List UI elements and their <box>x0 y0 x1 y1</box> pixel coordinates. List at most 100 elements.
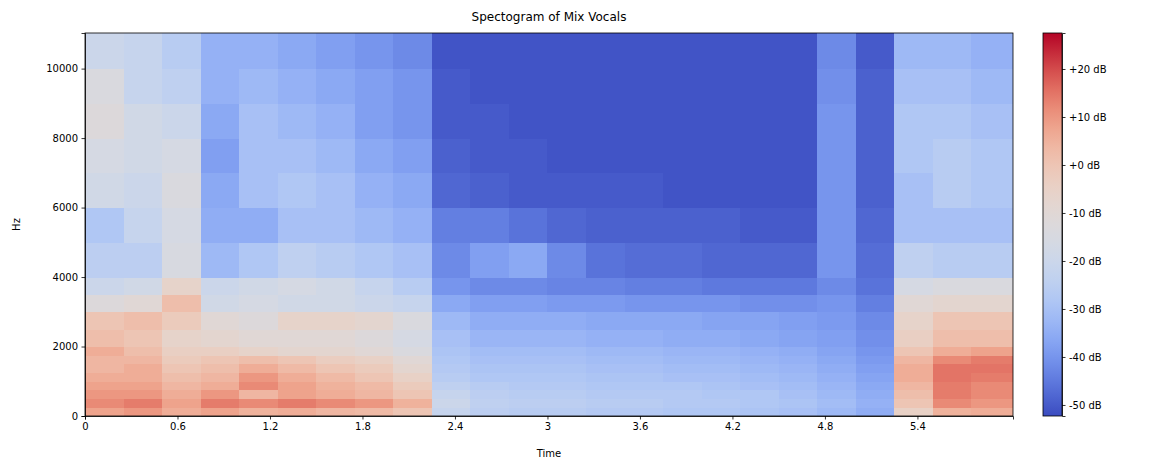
cell <box>432 399 471 408</box>
cell <box>856 312 895 330</box>
cell <box>316 33 355 69</box>
cell <box>625 312 664 330</box>
cell <box>316 390 355 399</box>
cell <box>740 138 779 173</box>
cell <box>239 347 278 356</box>
cell <box>509 347 548 356</box>
cell <box>971 390 1013 399</box>
cell <box>432 347 471 356</box>
cell <box>933 103 972 138</box>
cell <box>817 390 856 399</box>
cell <box>239 277 278 295</box>
cell <box>162 390 201 399</box>
cell <box>740 69 779 104</box>
cell <box>971 208 1013 243</box>
cell <box>625 277 664 295</box>
cell <box>586 138 625 173</box>
cell <box>702 407 741 416</box>
tick-mark <box>82 208 86 209</box>
cell <box>201 312 240 330</box>
cell <box>586 312 625 330</box>
cell <box>239 399 278 408</box>
cell <box>432 329 471 347</box>
cell <box>663 103 702 138</box>
tick-mark <box>1062 309 1066 310</box>
cell <box>85 69 124 104</box>
tick-mark <box>1062 213 1066 214</box>
cell <box>547 173 586 208</box>
cell <box>586 69 625 104</box>
cell <box>470 33 509 69</box>
cell <box>856 355 895 364</box>
cell <box>894 381 933 390</box>
cell <box>432 242 471 277</box>
cell <box>162 373 201 382</box>
cell <box>625 399 664 408</box>
cell <box>278 329 317 347</box>
cell <box>894 277 933 295</box>
cell <box>239 103 278 138</box>
tick-mark <box>917 416 918 420</box>
cell <box>547 242 586 277</box>
cell <box>509 373 548 382</box>
cell <box>547 208 586 243</box>
cell <box>817 242 856 277</box>
cell <box>971 103 1013 138</box>
tick-label: 5.4 <box>910 421 926 432</box>
cell <box>663 277 702 295</box>
cell <box>355 312 394 330</box>
cell <box>124 399 163 408</box>
tick-mark <box>82 138 86 139</box>
cell <box>625 381 664 390</box>
cell <box>316 347 355 356</box>
cell <box>85 381 124 390</box>
cell <box>201 347 240 356</box>
cell <box>779 208 818 243</box>
cell <box>432 407 471 416</box>
cell <box>817 103 856 138</box>
cell <box>779 407 818 416</box>
cell <box>201 373 240 382</box>
cell <box>702 242 741 277</box>
cell <box>740 329 779 347</box>
cell <box>278 33 317 69</box>
cell <box>509 329 548 347</box>
cell <box>316 103 355 138</box>
cell <box>316 277 355 295</box>
cell <box>971 312 1013 330</box>
cell <box>355 347 394 356</box>
tick-label: 2000 <box>53 341 78 352</box>
cell <box>779 138 818 173</box>
cell <box>702 103 741 138</box>
cell <box>470 294 509 312</box>
cell <box>124 294 163 312</box>
tick-label: 1.8 <box>355 421 371 432</box>
cell <box>162 329 201 347</box>
cell <box>162 364 201 373</box>
cell <box>779 347 818 356</box>
cell <box>586 347 625 356</box>
tick-label: 10000 <box>46 63 78 74</box>
cell <box>586 355 625 364</box>
cell <box>547 69 586 104</box>
cell <box>239 381 278 390</box>
cell <box>85 373 124 382</box>
cell <box>933 294 972 312</box>
cell <box>625 173 664 208</box>
cell <box>894 138 933 173</box>
cell <box>85 390 124 399</box>
cell <box>779 399 818 408</box>
tick-label: 4000 <box>53 272 78 283</box>
cell <box>740 407 779 416</box>
cell <box>509 242 548 277</box>
cell <box>971 407 1013 416</box>
tick-label: +10 dB <box>1069 112 1107 123</box>
cell <box>316 294 355 312</box>
tick: 0 <box>82 416 88 432</box>
cell <box>124 407 163 416</box>
cell <box>779 329 818 347</box>
cell <box>547 390 586 399</box>
cell <box>509 69 548 104</box>
cell <box>702 138 741 173</box>
cell <box>856 33 895 69</box>
